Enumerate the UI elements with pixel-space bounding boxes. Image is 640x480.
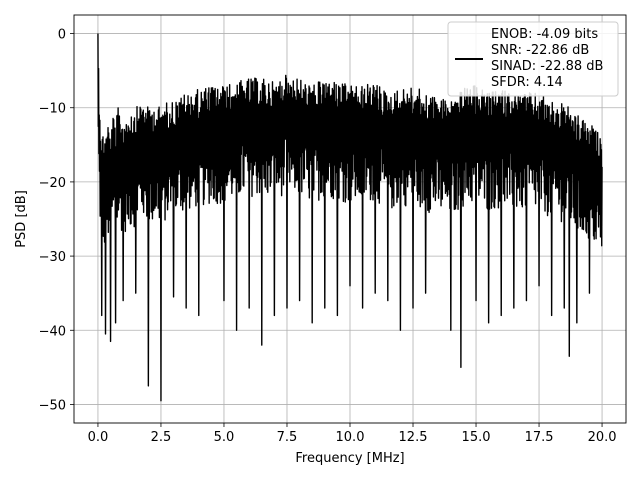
y-axis-ticks: 0 −10 −20 −30 −40 −50 bbox=[39, 28, 74, 413]
legend-line-sinad: SINAD: -22.88 dB bbox=[491, 59, 603, 74]
y-tick-label: −20 bbox=[39, 176, 66, 191]
x-tick-label: 10.0 bbox=[336, 430, 365, 445]
x-tick-label: 15.0 bbox=[462, 430, 491, 445]
x-tick-label: 0.0 bbox=[88, 430, 109, 445]
psd-series bbox=[97, 33, 603, 402]
plot-frame bbox=[73, 14, 627, 424]
x-tick-label: 2.5 bbox=[151, 430, 172, 445]
x-tick-label: 5.0 bbox=[214, 430, 235, 445]
legend-line-snr: SNR: -22.86 dB bbox=[491, 43, 589, 58]
y-tick-label: −10 bbox=[39, 102, 66, 117]
x-tick-label: 7.5 bbox=[277, 430, 298, 445]
y-tick-label: 0 bbox=[58, 28, 66, 43]
y-tick-label: −40 bbox=[39, 324, 66, 339]
x-axis-ticks: 0.0 2.5 5.0 7.5 10.0 12.5 15.0 17.5 20.0 bbox=[88, 423, 617, 445]
legend: ENOB: -4.09 bits SNR: -22.86 dB SINAD: -… bbox=[447, 21, 619, 97]
x-tick-label: 20.0 bbox=[588, 430, 617, 445]
legend-line-sfdr: SFDR: 4.14 bbox=[491, 75, 563, 90]
legend-box bbox=[447, 21, 619, 97]
y-axis-label: PSD [dB] bbox=[14, 190, 29, 248]
x-tick-label: 17.5 bbox=[525, 430, 554, 445]
y-tick-label: −30 bbox=[39, 250, 66, 265]
psd-line bbox=[97, 33, 603, 402]
x-axis-label: Frequency [MHz] bbox=[295, 451, 404, 466]
legend-line-enob: ENOB: -4.09 bits bbox=[491, 27, 598, 42]
y-tick-label: −50 bbox=[39, 398, 66, 413]
x-tick-label: 12.5 bbox=[399, 430, 428, 445]
